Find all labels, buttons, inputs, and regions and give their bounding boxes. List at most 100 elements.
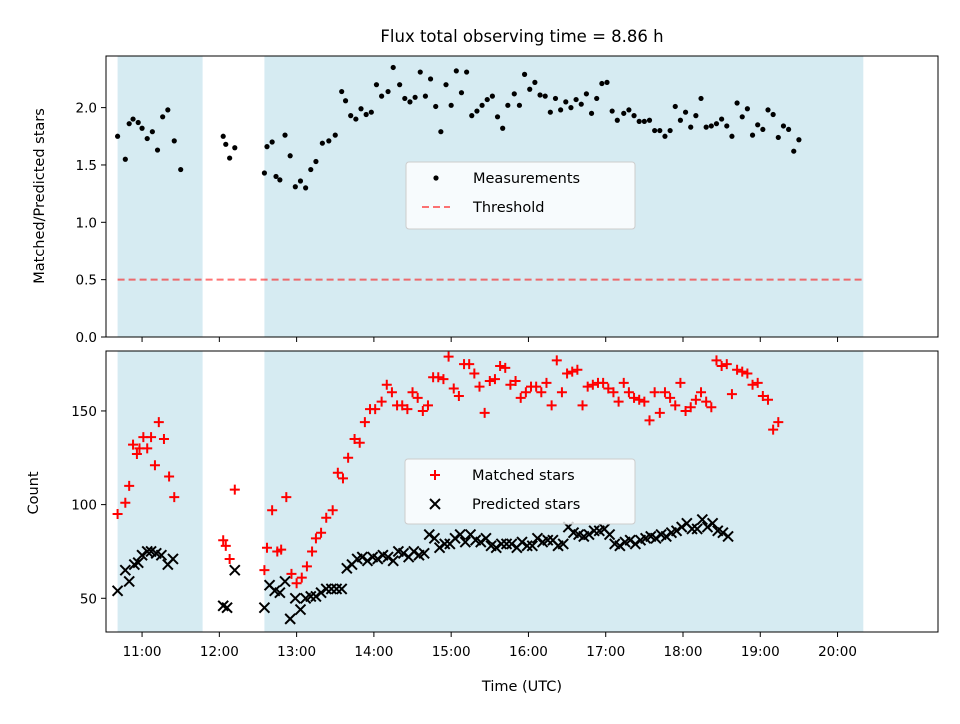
predicted-point (542, 534, 554, 546)
matched-point (131, 449, 142, 460)
matched-point (397, 400, 408, 411)
matched-point (469, 368, 480, 379)
matched-point (412, 392, 423, 403)
predicted-point (686, 523, 698, 535)
matched-point (531, 381, 542, 392)
measurement-point (599, 80, 605, 87)
matched-point (489, 374, 500, 385)
observing-window-band (117, 351, 203, 632)
measurement-point (749, 132, 756, 138)
predicted-point (387, 555, 399, 567)
matched-point (417, 405, 428, 416)
matched-point (685, 402, 696, 413)
x-tick-label: 20:00 (818, 644, 857, 660)
matched-point (747, 379, 758, 390)
legend-label: Predicted stars (472, 497, 580, 513)
measurement-point (547, 109, 553, 115)
matched-point (536, 387, 547, 398)
measurement-point (734, 100, 740, 106)
count-y-axis-label: Count (26, 471, 42, 514)
matched-point (701, 396, 712, 407)
measurement-point (397, 82, 403, 88)
matched-point (224, 553, 235, 564)
y-tick-label: 100 (71, 498, 97, 514)
matched-point (721, 359, 732, 370)
legend-label: Measurements (473, 171, 580, 187)
matched-point (124, 480, 135, 491)
matched-point (726, 389, 737, 400)
matched-point (267, 505, 278, 516)
predicted-point (603, 528, 616, 541)
measurement-point (326, 138, 332, 144)
matched-point (670, 400, 681, 411)
measurement-point (636, 118, 642, 124)
measurement-point (308, 166, 314, 173)
measurement-point (448, 102, 454, 108)
count-y-axis: 50 100 150 (71, 404, 106, 607)
predicted-point (722, 530, 734, 543)
measurement-point (552, 95, 559, 102)
matched-point (153, 417, 164, 428)
matched-point (706, 402, 717, 413)
matched-point (301, 561, 312, 572)
measurement-point (407, 99, 413, 105)
legend-label: Matched stars (472, 468, 575, 484)
measurement-point (688, 124, 694, 130)
predicted-point (141, 545, 153, 558)
matched-point (438, 374, 449, 385)
measurement-point (594, 95, 600, 102)
measurement-point (273, 173, 279, 180)
matched-point (582, 381, 593, 392)
measurement-point (458, 90, 465, 96)
predicted-point (132, 556, 144, 569)
measurement-point (144, 135, 150, 142)
measurement-point (292, 184, 298, 190)
measurement-point (609, 108, 615, 114)
predicted-point (274, 586, 286, 599)
measurement-point (379, 93, 385, 99)
matched-point (665, 392, 676, 403)
measurement-point (277, 177, 283, 183)
matched-point (649, 387, 660, 398)
matched-point (479, 407, 490, 418)
matched-point (495, 360, 506, 371)
matched-point (327, 505, 338, 516)
measurement-point (693, 113, 699, 119)
measurement-point (621, 110, 627, 116)
matched-point (354, 437, 365, 448)
matched-point (603, 383, 614, 394)
measurement-point (122, 156, 128, 162)
measurement-point (464, 69, 470, 75)
time-x-axis-label: Time (UTC) (481, 679, 562, 695)
measurement-point (264, 144, 270, 150)
predicted-point (439, 538, 451, 550)
measurement-point (532, 79, 538, 85)
measurement-point (505, 102, 511, 108)
measurement-point (588, 110, 595, 116)
measurement-point (672, 103, 678, 110)
measurement-point (282, 132, 288, 138)
matched-point (716, 360, 727, 371)
matched-point (386, 387, 397, 398)
predicted-point (123, 575, 135, 588)
predicted-point (495, 538, 508, 550)
predicted-point (500, 538, 513, 550)
matched-point (286, 568, 297, 579)
measurement-point (641, 118, 647, 124)
matched-point (332, 467, 343, 478)
measurement-point (537, 92, 543, 98)
measurement-point (223, 141, 229, 147)
matched-point (696, 387, 707, 398)
y-tick-label: 0.0 (76, 330, 97, 346)
matched-point (381, 379, 392, 390)
measurement-point (775, 134, 781, 141)
measurement-point (516, 102, 523, 108)
measurement-point (604, 79, 610, 85)
measurement-point (489, 93, 495, 99)
measurement-point (227, 155, 233, 161)
measurement-point (332, 132, 338, 138)
matched-point (422, 400, 433, 411)
measurement-point (713, 121, 720, 127)
count-legend: Matched stars Predicted stars (404, 458, 636, 525)
